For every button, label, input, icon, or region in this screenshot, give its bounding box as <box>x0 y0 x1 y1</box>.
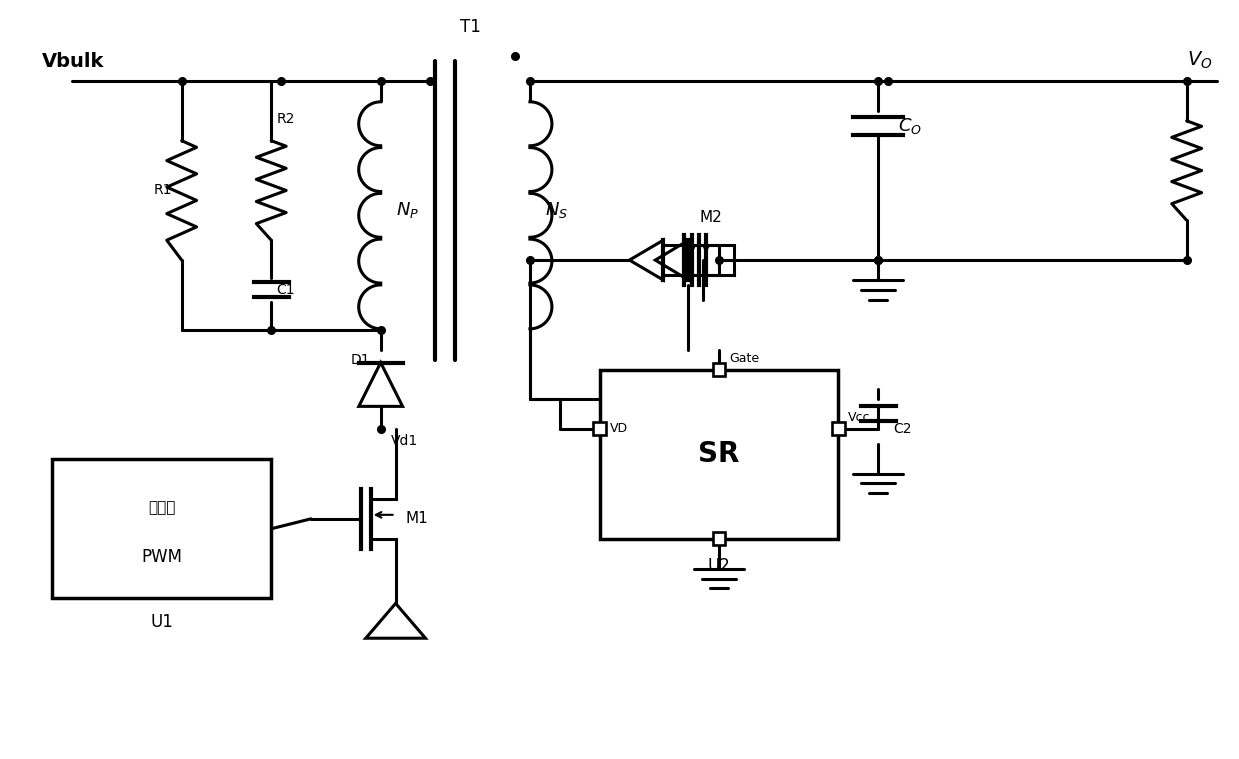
Text: Vd1: Vd1 <box>390 434 418 449</box>
Bar <box>593 422 606 435</box>
Text: PWM: PWM <box>141 547 182 565</box>
Text: C2: C2 <box>893 422 912 436</box>
Text: Vcc: Vcc <box>849 411 871 424</box>
Bar <box>712 363 726 376</box>
Text: D1: D1 <box>351 353 370 367</box>
Text: $N_S$: $N_S$ <box>545 200 567 220</box>
Bar <box>600 370 839 539</box>
Text: R1: R1 <box>154 184 172 197</box>
Bar <box>831 422 845 435</box>
Bar <box>712 532 726 545</box>
Text: U1: U1 <box>150 613 173 631</box>
Text: M1: M1 <box>405 512 429 526</box>
Text: U2: U2 <box>707 556 731 575</box>
Text: VD: VD <box>610 422 628 435</box>
Text: 原边侧: 原边侧 <box>149 500 176 515</box>
Text: C1: C1 <box>276 283 295 297</box>
Text: Gate: Gate <box>729 351 760 364</box>
Text: M2: M2 <box>699 210 722 225</box>
Text: $C_O$: $C_O$ <box>898 116 922 136</box>
Text: $V_O$: $V_O$ <box>1187 50 1212 71</box>
Text: $N_P$: $N_P$ <box>395 200 419 220</box>
Text: Vbulk: Vbulk <box>42 52 105 71</box>
Text: R2: R2 <box>276 112 295 126</box>
Text: T1: T1 <box>460 18 481 36</box>
Text: SR: SR <box>699 440 740 468</box>
Bar <box>52 459 271 598</box>
